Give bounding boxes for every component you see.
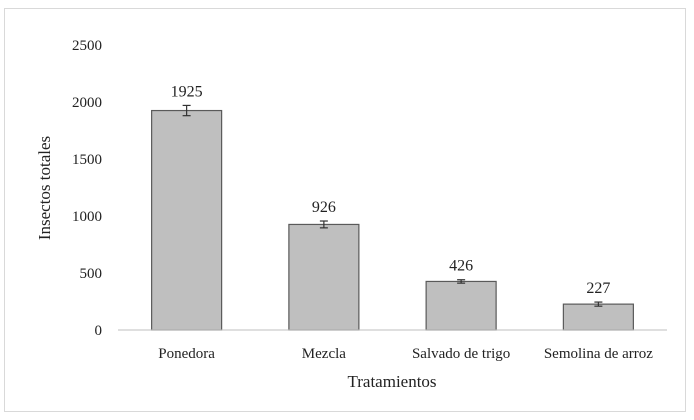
x-category-label: Ponedora <box>158 346 215 362</box>
bar <box>288 223 360 331</box>
y-axis-ticks: 0 500 1000 1500 2000 2500 <box>72 38 102 339</box>
bars <box>151 109 634 331</box>
y-tick-label: 2500 <box>72 38 102 54</box>
chart-frame <box>4 8 686 412</box>
x-category-label: Semolina de arroz <box>544 346 653 362</box>
data-label: 926 <box>312 199 336 216</box>
error-bar <box>594 301 603 307</box>
data-label: 426 <box>449 258 473 275</box>
bar <box>151 109 223 331</box>
error-bar <box>182 104 191 117</box>
data-label: 227 <box>586 280 610 297</box>
error-bars <box>182 104 603 307</box>
x-category-label: Salvado de trigo <box>412 346 510 362</box>
y-tick-label: 2000 <box>72 95 102 111</box>
y-tick-label: 0 <box>95 323 103 339</box>
data-label: 1925 <box>171 83 203 100</box>
y-axis-title: Insectos totales <box>35 136 54 240</box>
bar <box>425 280 497 331</box>
x-category-label: Mezcla <box>302 346 346 362</box>
bar <box>562 303 634 331</box>
error-bar <box>319 220 328 229</box>
y-tick-label: 1000 <box>72 209 102 225</box>
y-tick-label: 500 <box>80 266 103 282</box>
x-axis-title: Tratamientos <box>347 372 436 391</box>
x-axis-categories: Ponedora Mezcla Salvado de trigo Semolina d… <box>158 346 653 362</box>
data-labels: 1925 926 426 227 <box>171 83 611 297</box>
error-bar <box>457 279 466 284</box>
y-tick-label: 1500 <box>72 152 102 168</box>
